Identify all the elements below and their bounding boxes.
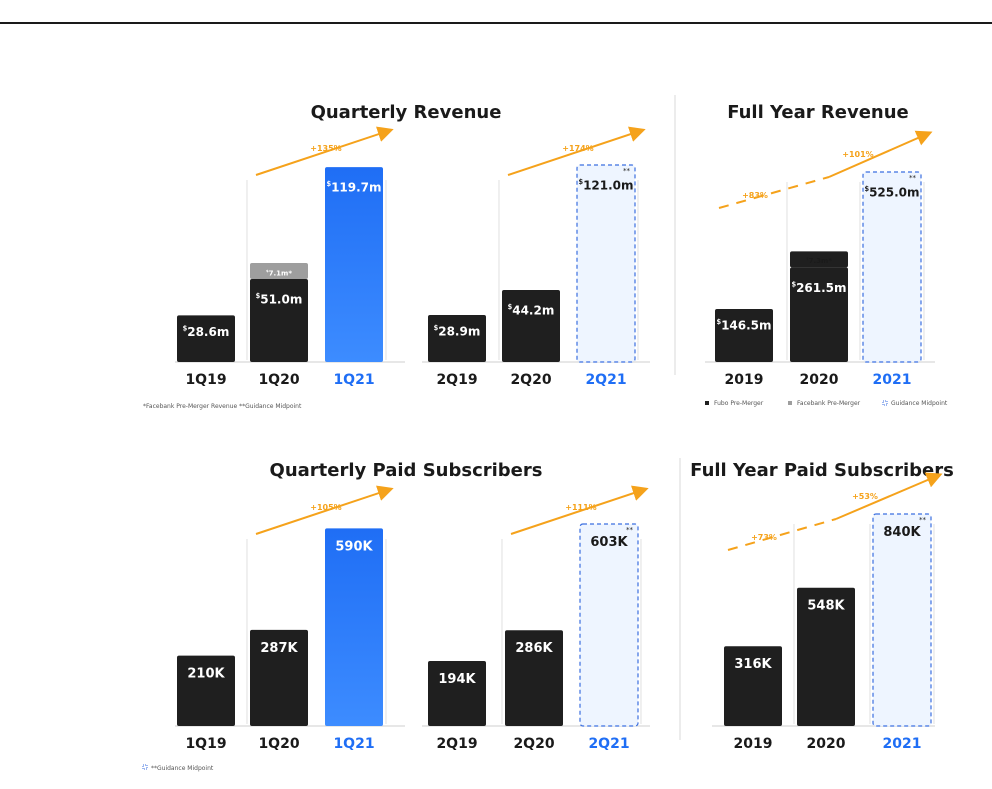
data-label: 316K <box>734 657 772 672</box>
growth-label: +135% <box>310 144 341 153</box>
data-label: $146.5m <box>716 318 771 332</box>
bar-facebank-segment <box>250 262 308 279</box>
tick-label: 2021 <box>883 736 922 752</box>
bar <box>177 655 235 726</box>
legend-swatch-fubo <box>705 401 709 405</box>
legend-label: Facebank Pre-Merger <box>797 400 861 407</box>
data-label: 548K <box>807 599 845 614</box>
tick-label: 2Q20 <box>513 736 554 752</box>
growth-label: +53% <box>852 492 878 501</box>
bar <box>250 278 308 362</box>
bar-guidance <box>862 171 922 363</box>
legend-swatch-facebank <box>788 401 792 405</box>
growth-arrow <box>828 130 933 178</box>
bar-facebank-segment <box>790 251 848 268</box>
growth-label: +174% <box>562 144 593 153</box>
bar <box>177 315 235 362</box>
growth-label: +111% <box>565 503 596 512</box>
tick-label: 2Q19 <box>436 372 477 388</box>
legend-swatch-guidance <box>882 400 888 406</box>
bar-guidance <box>872 513 932 727</box>
bar <box>428 314 486 362</box>
growth-label: +105% <box>310 503 341 512</box>
legend-label: Guidance Midpoint <box>891 400 948 407</box>
footnote: **Guidance Midpoint <box>151 765 214 772</box>
tick-label: 2Q20 <box>510 372 551 388</box>
data-label-facebank: $7.1m* <box>266 268 292 277</box>
growth-arrow <box>255 485 394 535</box>
bar-guidance <box>579 523 639 727</box>
tick-label: 2Q21 <box>588 736 629 752</box>
bar-marker: ** <box>909 174 917 182</box>
growth-arrow <box>727 518 837 551</box>
tick-label: 2021 <box>873 372 912 388</box>
data-label: 590K <box>335 539 373 554</box>
tick-label: 1Q21 <box>333 372 374 388</box>
data-label-facebank: $7.3m* <box>806 256 832 265</box>
data-label: $28.6m <box>183 324 230 338</box>
data-label: $261.5m <box>791 280 846 294</box>
bar <box>797 587 855 726</box>
data-label: 194K <box>438 672 476 687</box>
chart-title: Full Year Revenue <box>727 102 909 123</box>
bar <box>325 167 383 362</box>
growth-arrow <box>507 126 646 176</box>
legend-swatch-guidance <box>142 764 148 770</box>
growth-label: +101% <box>842 150 873 159</box>
footnote: *Facebank Pre-Merger Revenue **Guidance … <box>143 403 302 410</box>
data-label: 286K <box>515 641 553 656</box>
bar <box>715 308 773 362</box>
tick-label: 1Q19 <box>185 372 226 388</box>
growth-arrow <box>510 485 649 535</box>
tick-label: 1Q20 <box>258 736 299 752</box>
bar-marker: ** <box>626 526 634 534</box>
chart-title: Quarterly Revenue <box>311 102 502 123</box>
tick-label: 2Q21 <box>585 372 626 388</box>
tick-label: 1Q20 <box>258 372 299 388</box>
bar <box>325 528 383 726</box>
tick-label: 1Q19 <box>185 736 226 752</box>
data-label: 287K <box>260 641 298 656</box>
bar <box>250 629 308 726</box>
growth-label: +73% <box>751 533 777 542</box>
data-label: 210K <box>187 667 225 682</box>
tick-label: 2020 <box>807 736 846 752</box>
tick-label: 1Q21 <box>333 736 374 752</box>
data-label: $44.2m <box>508 303 555 317</box>
bar <box>505 630 563 726</box>
bar <box>428 661 486 726</box>
data-label: $119.7m <box>326 180 381 194</box>
tick-label: 2020 <box>800 372 839 388</box>
bar-guidance <box>576 164 636 363</box>
chart-title: Full Year Paid Subscribers <box>690 460 954 481</box>
growth-arrow <box>255 126 394 176</box>
bar <box>502 290 560 362</box>
tick-label: 2019 <box>734 736 773 752</box>
data-label: $51.0m <box>256 292 303 306</box>
data-label: $121.0m <box>578 178 633 192</box>
tick-label: 2Q19 <box>436 736 477 752</box>
data-label: $525.0m <box>864 185 919 199</box>
data-label: $28.9m <box>434 324 481 338</box>
tick-label: 2019 <box>725 372 764 388</box>
growth-label: +83% <box>742 191 768 200</box>
legend-label: Fubo Pre-Merger <box>714 400 764 407</box>
data-label: 840K <box>883 525 921 540</box>
top-divider <box>0 22 992 24</box>
bar <box>790 267 848 362</box>
growth-arrow <box>835 472 943 520</box>
bar <box>724 646 782 726</box>
data-label: 603K <box>590 535 628 550</box>
chart-title: Quarterly Paid Subscribers <box>270 460 543 481</box>
bar-marker: ** <box>919 516 927 524</box>
growth-arrow <box>718 176 830 209</box>
bar-marker: ** <box>623 167 631 175</box>
